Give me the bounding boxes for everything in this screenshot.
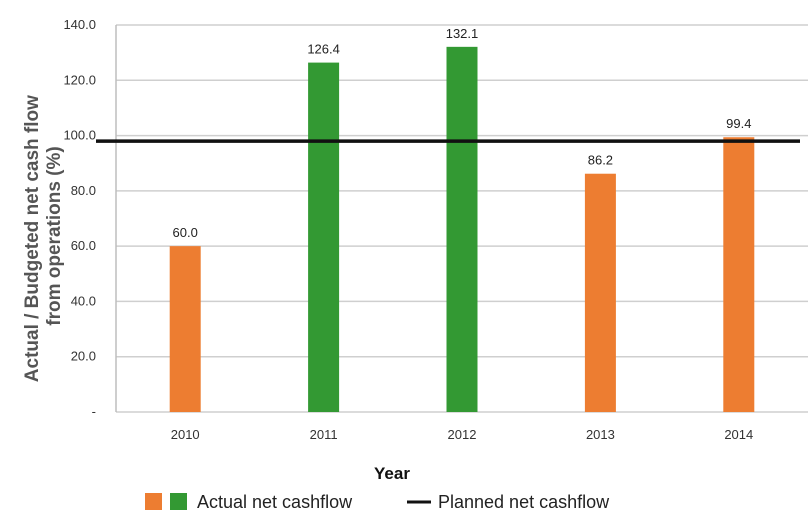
x-axis-label: Year <box>374 464 410 483</box>
y-tick-label: 40.0 <box>71 293 96 308</box>
data-label-2013: 86.2 <box>588 153 613 168</box>
y-tick-label: 80.0 <box>71 183 96 198</box>
y-tick-label: 120.0 <box>63 72 96 87</box>
x-tick-label-2011: 2011 <box>310 427 338 442</box>
data-label-2012: 132.1 <box>446 26 479 41</box>
bar-2014 <box>723 137 755 413</box>
y-tick-label: - <box>92 404 96 419</box>
x-tick-label-2010: 2010 <box>171 427 200 442</box>
x-tick-label-2014: 2014 <box>724 427 753 442</box>
y-tick-label: 20.0 <box>71 349 96 364</box>
data-label-2014: 99.4 <box>726 116 751 131</box>
y-tick-label: 140.0 <box>63 17 96 32</box>
bar-2013 <box>584 173 616 412</box>
x-tick-label-2012: 2012 <box>448 427 477 442</box>
x-tick-label-2013: 2013 <box>586 427 615 442</box>
data-labels: 60.0 126.4 132.1 86.2 99.4 <box>173 26 752 240</box>
legend-swatch-green <box>170 493 187 510</box>
y-tick-label: 100.0 <box>63 128 96 143</box>
bar-2012 <box>446 46 478 412</box>
bars <box>169 46 755 413</box>
y-axis-label-line-2: from operations (%) <box>44 146 65 325</box>
data-label-2010: 60.0 <box>173 225 198 240</box>
legend-label-planned: Planned net cashflow <box>438 492 610 512</box>
legend-swatch-orange <box>145 493 162 510</box>
x-axis-ticks: 2010 2011 2012 2013 2014 <box>171 427 754 442</box>
y-axis-label: Actual / Budgeted net cash flow from ope… <box>22 90 65 382</box>
y-axis-ticks: - 20.0 40.0 60.0 80.0 100.0 120.0 140.0 <box>63 17 96 419</box>
legend-label-actual: Actual net cashflow <box>197 492 353 512</box>
y-tick-label: 60.0 <box>71 238 96 253</box>
y-axis-label-line-1: Actual / Budgeted net cash flow <box>22 95 43 382</box>
data-label-2011: 126.4 <box>307 42 340 57</box>
bar-2011 <box>308 62 340 412</box>
legend: Actual net cashflow Planned net cashflow <box>145 492 610 512</box>
bar-2010 <box>169 246 201 412</box>
